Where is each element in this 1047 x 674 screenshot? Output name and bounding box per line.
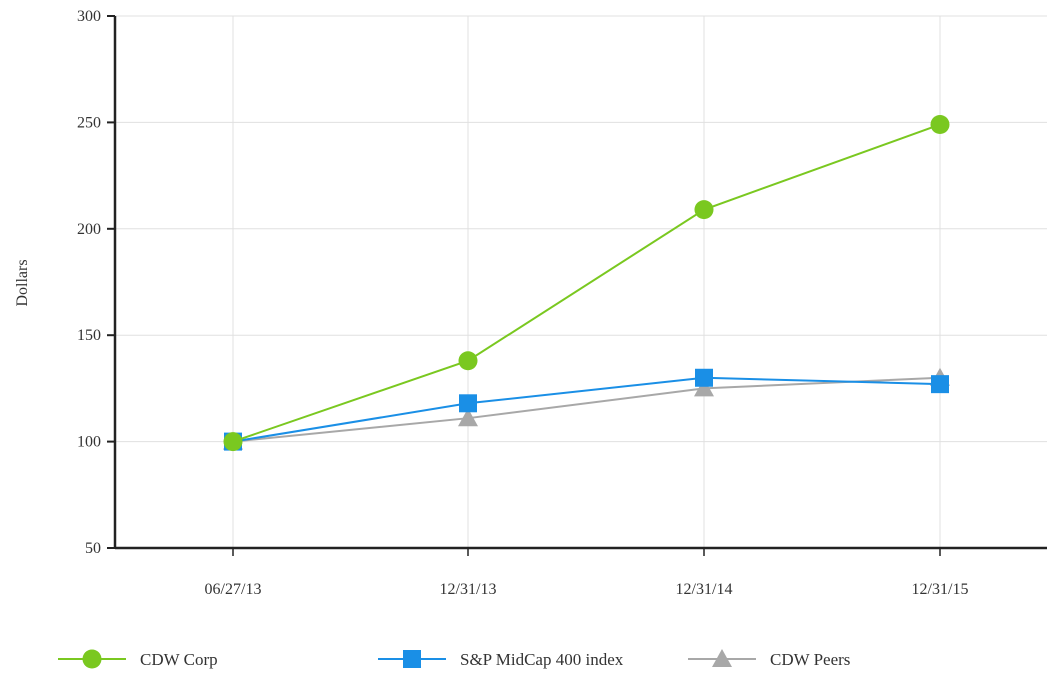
y-axis-title: Dollars (14, 259, 31, 306)
legend-marker (403, 650, 421, 668)
data-point (931, 375, 949, 394)
series-cdw-corp (223, 115, 950, 452)
legend-label: CDW Peers (770, 650, 850, 669)
legend-marker (712, 649, 732, 667)
data-point (695, 368, 713, 387)
series-line (232, 123, 941, 443)
y-tick-label: 300 (77, 8, 101, 25)
legend-label: S&P MidCap 400 index (460, 650, 624, 669)
legend-marker (82, 649, 102, 669)
y-tick-label: 250 (77, 114, 101, 131)
legend-item: S&P MidCap 400 index (378, 650, 624, 669)
x-tick-label: 12/31/14 (676, 581, 733, 598)
data-point (459, 394, 477, 413)
legend-item: CDW Corp (58, 649, 218, 669)
y-tick-label: 100 (77, 434, 101, 451)
series-s-p-midcap-400-index (224, 368, 949, 451)
series (223, 115, 950, 452)
x-tick-label: 06/27/13 (205, 581, 262, 598)
x-tick-label: 12/31/13 (440, 581, 497, 598)
legend: CDW Corp S&P MidCap 400 index CDW Peers (58, 649, 850, 669)
series-line (232, 376, 941, 443)
data-point (458, 351, 478, 371)
data-point (223, 432, 243, 452)
data-point (458, 408, 478, 427)
data-point (694, 200, 714, 220)
series-cdw-peers (223, 367, 950, 450)
x-tick-label: 12/31/15 (912, 581, 969, 598)
legend-item: CDW Peers (688, 649, 850, 669)
y-tick-label: 200 (77, 221, 101, 238)
data-point (930, 115, 950, 135)
grid (115, 15, 1047, 549)
axes: Dollars 50 100 150 200 250 300 06/27/13 12/31/1… (14, 8, 1047, 598)
series-line (232, 376, 941, 443)
legend-label: CDW Corp (140, 650, 218, 669)
data-point (694, 378, 714, 397)
y-tick-label: 150 (77, 327, 101, 344)
y-tick-label: 50 (85, 540, 101, 557)
